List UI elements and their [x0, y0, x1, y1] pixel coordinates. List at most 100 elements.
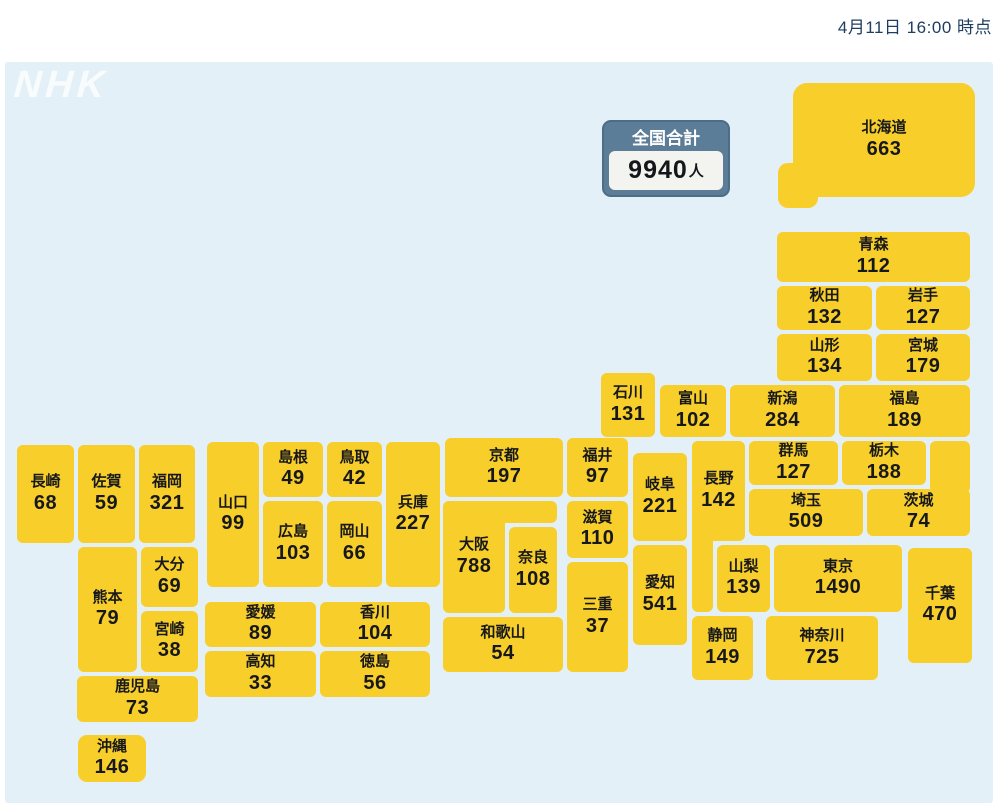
- prefecture-tile: 愛知 541: [633, 545, 687, 645]
- prefecture-tile: 大阪 788: [443, 501, 505, 613]
- prefecture-value: 321: [149, 491, 185, 514]
- prefecture-tile: 島根 49: [263, 442, 323, 497]
- prefecture-tile: 滋賀 110: [567, 501, 628, 558]
- prefecture-name: 山形: [809, 336, 840, 354]
- prefecture-tile: 石川 131: [601, 373, 655, 437]
- prefecture-name: 福井: [582, 446, 613, 464]
- prefecture-tile: 北海道 663: [793, 83, 975, 197]
- prefecture-name: 鹿児島: [114, 678, 160, 696]
- prefecture-value: 1490: [814, 576, 862, 599]
- prefecture-value: 663: [866, 137, 902, 160]
- prefecture-value: 49: [281, 467, 305, 490]
- national-total-box: 全国合計 9940 人: [602, 120, 730, 197]
- prefecture-value: 127: [776, 460, 811, 483]
- prefecture-tile: 宮崎 38: [141, 611, 198, 672]
- prefecture-value: 89: [248, 622, 273, 645]
- prefecture-tile: 栃木 188: [842, 441, 926, 485]
- prefecture-name: 長野: [703, 470, 734, 488]
- prefecture-tile: 千葉 470: [908, 548, 972, 663]
- nhk-logo: NHK: [12, 64, 110, 106]
- prefecture-name: 滋賀: [582, 508, 613, 526]
- prefecture-value: 221: [642, 494, 678, 517]
- prefecture-tile: 群馬 127: [749, 441, 838, 485]
- prefecture-name: 和歌山: [480, 623, 526, 641]
- prefecture-value: 127: [905, 305, 941, 328]
- prefecture-name: 広島: [277, 523, 308, 541]
- prefecture-value: 188: [866, 460, 902, 483]
- prefecture-value: 541: [642, 592, 678, 615]
- prefecture-name: 兵庫: [397, 493, 428, 511]
- prefecture-value: 470: [922, 603, 958, 626]
- prefecture-tile: 宮城 179: [876, 334, 970, 381]
- prefecture-tile: 徳島 56: [320, 651, 430, 697]
- prefecture-value: 68: [33, 491, 58, 514]
- prefecture-name: 新潟: [767, 390, 798, 408]
- prefecture-tile: 高知 33: [205, 651, 316, 697]
- prefecture-tile: 山口 99: [207, 442, 259, 587]
- prefecture-value: 42: [342, 467, 367, 490]
- prefecture-tile: 秋田 132: [777, 286, 872, 330]
- prefecture-value: 227: [395, 512, 431, 535]
- prefecture-name: 岡山: [339, 523, 370, 541]
- prefecture-name: 栃木: [868, 442, 899, 460]
- prefecture-value: 99: [221, 512, 245, 535]
- prefecture-name: 京都: [488, 446, 519, 464]
- prefecture-name: 群馬: [778, 442, 809, 460]
- prefecture-name: 山梨: [728, 557, 759, 575]
- prefecture-name: 石川: [612, 384, 643, 402]
- prefecture-value: 149: [705, 645, 740, 668]
- prefecture-tile: 大分 69: [141, 547, 198, 607]
- prefecture-name: 大分: [154, 556, 185, 574]
- prefecture-name: 島根: [277, 448, 308, 466]
- timestamp: 4月11日 16:00 時点: [837, 18, 992, 37]
- prefecture-tile: 京都 197: [445, 438, 563, 497]
- prefecture-name: 千葉: [924, 584, 955, 602]
- prefecture-name: 神奈川: [799, 627, 845, 645]
- prefecture-tile: 和歌山 54: [443, 617, 563, 672]
- prefecture-tile: 静岡 149: [692, 616, 753, 680]
- prefecture-value: 131: [610, 402, 646, 425]
- prefecture-tile: 山形 134: [777, 334, 872, 381]
- prefecture-value: 37: [585, 614, 610, 637]
- prefecture-name: 埼玉: [790, 491, 821, 509]
- prefecture-tile: 新潟 284: [730, 385, 835, 437]
- prefecture-value: 134: [807, 355, 842, 378]
- prefecture-value: 103: [275, 541, 311, 564]
- prefecture-value: 110: [580, 527, 615, 550]
- prefecture-tile: 長野 142: [692, 441, 745, 541]
- prefecture-name: 熊本: [92, 588, 123, 606]
- prefecture-value: 788: [456, 554, 492, 577]
- prefecture-name: 愛媛: [245, 603, 276, 621]
- prefecture-value: 59: [94, 491, 119, 514]
- prefecture-value: 97: [585, 465, 610, 488]
- prefecture-tile: 神奈川 725: [766, 616, 878, 680]
- prefecture-tile: 熊本 79: [78, 547, 137, 672]
- prefecture-name: 岐阜: [644, 476, 675, 494]
- prefecture-name: 鳥取: [339, 448, 370, 466]
- prefecture-tile: 東京 1490: [774, 545, 902, 612]
- prefecture-name: 静岡: [707, 627, 738, 645]
- prefecture-tile: 福井 97: [567, 438, 628, 497]
- prefecture-value: 146: [94, 756, 130, 779]
- prefecture-value: 108: [515, 567, 551, 590]
- prefecture-name: 宮崎: [154, 620, 185, 638]
- prefecture-tile: 鳥取 42: [327, 442, 382, 497]
- prefecture-value: 179: [905, 355, 941, 378]
- prefecture-tile: 福島 189: [839, 385, 970, 437]
- prefecture-value: 509: [788, 510, 824, 533]
- prefecture-value: 79: [95, 607, 120, 630]
- national-total-label: 全国合計: [632, 129, 700, 148]
- prefecture-tile: 佐賀 59: [78, 445, 135, 543]
- prefecture-tile: 福岡 321: [139, 445, 195, 543]
- prefecture-value: 66: [342, 541, 367, 564]
- prefecture-tile: 香川 104: [320, 602, 430, 647]
- prefecture-value: 189: [887, 408, 922, 431]
- national-total-value: 9940: [628, 156, 688, 184]
- prefecture-tile: 兵庫 227: [386, 442, 440, 587]
- prefecture-tile: 山梨 139: [717, 545, 770, 612]
- prefecture-name: 青森: [858, 236, 889, 254]
- prefecture-value: 104: [357, 622, 393, 645]
- prefecture-name: 東京: [822, 557, 853, 575]
- prefecture-name: 香川: [359, 603, 390, 621]
